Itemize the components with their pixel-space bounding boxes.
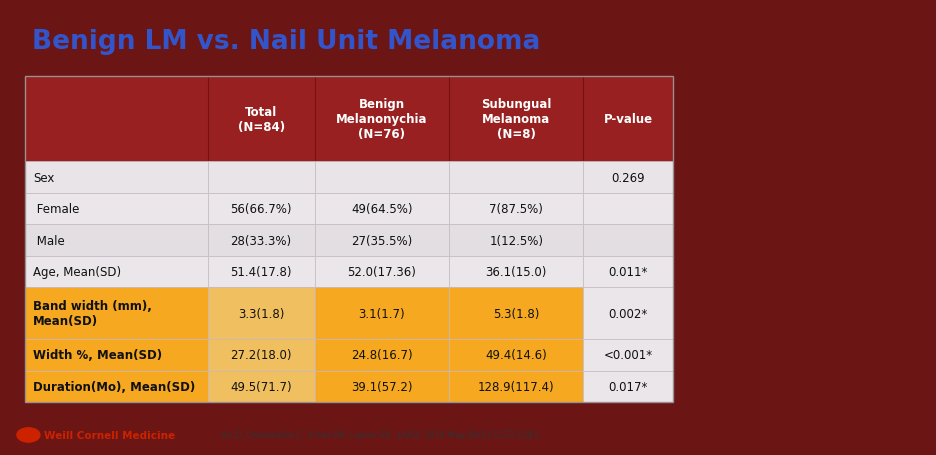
Bar [25,77,673,402]
Bar [25,225,208,256]
Bar [25,288,208,339]
Text: Total
(N=84): Total (N=84) [238,106,285,133]
Bar [583,256,673,288]
Bar [314,256,449,288]
Text: Benign LM vs. Nail Unit Melanoma: Benign LM vs. Nail Unit Melanoma [32,29,540,55]
Bar [208,77,314,162]
Text: 0.002*: 0.002* [608,307,648,320]
Text: Duration(Mo), Mean(SD): Duration(Mo), Mean(SD) [33,380,196,393]
Text: 39.1(57.2): 39.1(57.2) [351,380,413,393]
Text: Band width (mm),
Mean(SD): Band width (mm), Mean(SD) [33,299,152,328]
Bar [25,162,208,193]
Text: 0.011*: 0.011* [608,266,648,278]
Bar [314,162,449,193]
Bar [583,225,673,256]
Text: 5.3(1.8): 5.3(1.8) [493,307,539,320]
Bar [449,225,583,256]
Bar [449,339,583,371]
Bar [25,256,208,288]
Text: 7(87.5%): 7(87.5%) [490,202,543,216]
Bar [583,288,673,339]
Text: P-value: P-value [604,113,652,126]
Bar [208,256,314,288]
Bar [208,288,314,339]
Bar [583,371,673,402]
Bar [208,339,314,371]
Text: Male: Male [33,234,65,247]
Bar [314,339,449,371]
Text: 27.2(18.0): 27.2(18.0) [230,349,292,362]
Bar [583,339,673,371]
Text: Age, Mean(SD): Age, Mean(SD) [33,266,122,278]
Text: 49.5(71.7): 49.5(71.7) [230,380,292,393]
Text: Width %, Mean(SD): Width %, Mean(SD) [33,349,162,362]
Text: 27(35.5%): 27(35.5%) [351,234,413,247]
Bar [583,193,673,225]
Text: Female: Female [33,202,80,216]
Text: Ko D, Oromendia C, Scher RK, Lipner SR., JAAD, 2019 May;80(5):1272-1283.: Ko D, Oromendia C, Scher RK, Lipner SR.,… [222,430,541,440]
Bar [449,193,583,225]
Bar [25,193,208,225]
Text: 49(64.5%): 49(64.5%) [351,202,413,216]
Bar [25,77,208,162]
Bar [208,371,314,402]
Bar [583,162,673,193]
Bar [583,77,673,162]
Text: 28(33.3%): 28(33.3%) [230,234,292,247]
Bar [314,193,449,225]
Text: Sex: Sex [33,171,54,184]
Bar [449,371,583,402]
Text: 24.8(16.7): 24.8(16.7) [351,349,413,362]
Text: <0.001*: <0.001* [604,349,652,362]
Text: 0.017*: 0.017* [608,380,648,393]
Bar [449,77,583,162]
Text: Subungual
Melanoma
(N=8): Subungual Melanoma (N=8) [481,98,551,141]
Bar [208,225,314,256]
Text: 51.4(17.8): 51.4(17.8) [230,266,292,278]
Text: 0.269: 0.269 [611,171,645,184]
Text: Weill Cornell Medicine: Weill Cornell Medicine [44,430,175,440]
Bar [449,162,583,193]
Bar [208,162,314,193]
Bar [314,288,449,339]
Text: 36.1(15.0): 36.1(15.0) [486,266,547,278]
Text: 128.9(117.4): 128.9(117.4) [478,380,554,393]
Bar [314,225,449,256]
Bar [314,77,449,162]
Bar [314,371,449,402]
Bar [449,256,583,288]
Text: 52.0(17.36): 52.0(17.36) [347,266,417,278]
Circle shape [16,427,40,443]
Bar [449,288,583,339]
Text: 49.4(14.6): 49.4(14.6) [486,349,548,362]
Bar [208,193,314,225]
Bar [25,371,208,402]
Text: 3.3(1.8): 3.3(1.8) [238,307,285,320]
Bar [25,339,208,371]
Text: 1(12.5%): 1(12.5%) [490,234,543,247]
Text: 56(66.7%): 56(66.7%) [230,202,292,216]
Text: Benign
Melanonychia
(N=76): Benign Melanonychia (N=76) [336,98,428,141]
Text: 3.1(1.7): 3.1(1.7) [358,307,405,320]
